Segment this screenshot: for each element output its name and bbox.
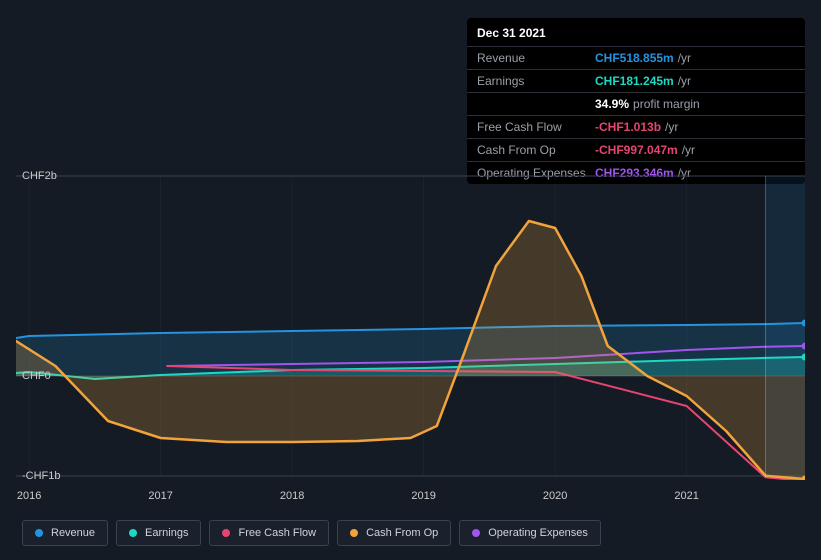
chart-svg	[16, 160, 805, 480]
legend-item[interactable]: Revenue	[22, 520, 108, 546]
tooltip-value: CHF181.245m/yr	[595, 74, 795, 88]
tooltip-label	[477, 97, 595, 111]
x-axis-label: 2021	[674, 490, 698, 502]
tooltip-label: Cash From Op	[477, 143, 595, 157]
tooltip-row: RevenueCHF518.855m/yr	[467, 46, 805, 69]
x-axis-label: 2018	[280, 490, 304, 502]
legend-dot-icon	[129, 529, 137, 537]
tooltip-label: Free Cash Flow	[477, 120, 595, 134]
chart: CHF2bCHF0-CHF1b 201620172018201920202021	[16, 160, 805, 480]
legend-item[interactable]: Free Cash Flow	[209, 520, 329, 546]
tooltip-value: CHF518.855m/yr	[595, 51, 795, 65]
legend-label: Free Cash Flow	[238, 527, 316, 539]
tooltip-value: -CHF997.047m/yr	[595, 143, 795, 157]
tooltip-row: EarningsCHF181.245m/yr	[467, 69, 805, 92]
y-axis-label: -CHF1b	[22, 470, 61, 482]
legend-label: Revenue	[51, 527, 95, 539]
y-axis-label: CHF2b	[22, 170, 57, 182]
legend-label: Cash From Op	[366, 527, 438, 539]
legend-dot-icon	[350, 529, 358, 537]
tooltip-value: 34.9%profit margin	[595, 97, 795, 111]
x-axis-label: 2016	[17, 490, 41, 502]
legend-dot-icon	[222, 529, 230, 537]
y-axis-label: CHF0	[22, 370, 51, 382]
x-axis-label: 2020	[543, 490, 567, 502]
tooltip-row: Cash From Op-CHF997.047m/yr	[467, 138, 805, 161]
tooltip-label: Revenue	[477, 51, 595, 65]
legend: Revenue Earnings Free Cash Flow Cash From O…	[22, 520, 601, 546]
legend-dot-icon	[35, 529, 43, 537]
legend-item[interactable]: Cash From Op	[337, 520, 451, 546]
x-axis-label: 2019	[411, 490, 435, 502]
tooltip-date: Dec 31 2021	[467, 18, 805, 46]
legend-item[interactable]: Operating Expenses	[459, 520, 601, 546]
tooltip-row: 34.9%profit margin	[467, 92, 805, 115]
x-axis-label: 2017	[148, 490, 172, 502]
legend-item[interactable]: Earnings	[116, 520, 201, 546]
tooltip-row: Free Cash Flow-CHF1.013b/yr	[467, 115, 805, 138]
legend-dot-icon	[472, 529, 480, 537]
legend-label: Earnings	[145, 527, 188, 539]
tooltip-value: -CHF1.013b/yr	[595, 120, 795, 134]
tooltip-label: Earnings	[477, 74, 595, 88]
legend-label: Operating Expenses	[488, 527, 588, 539]
